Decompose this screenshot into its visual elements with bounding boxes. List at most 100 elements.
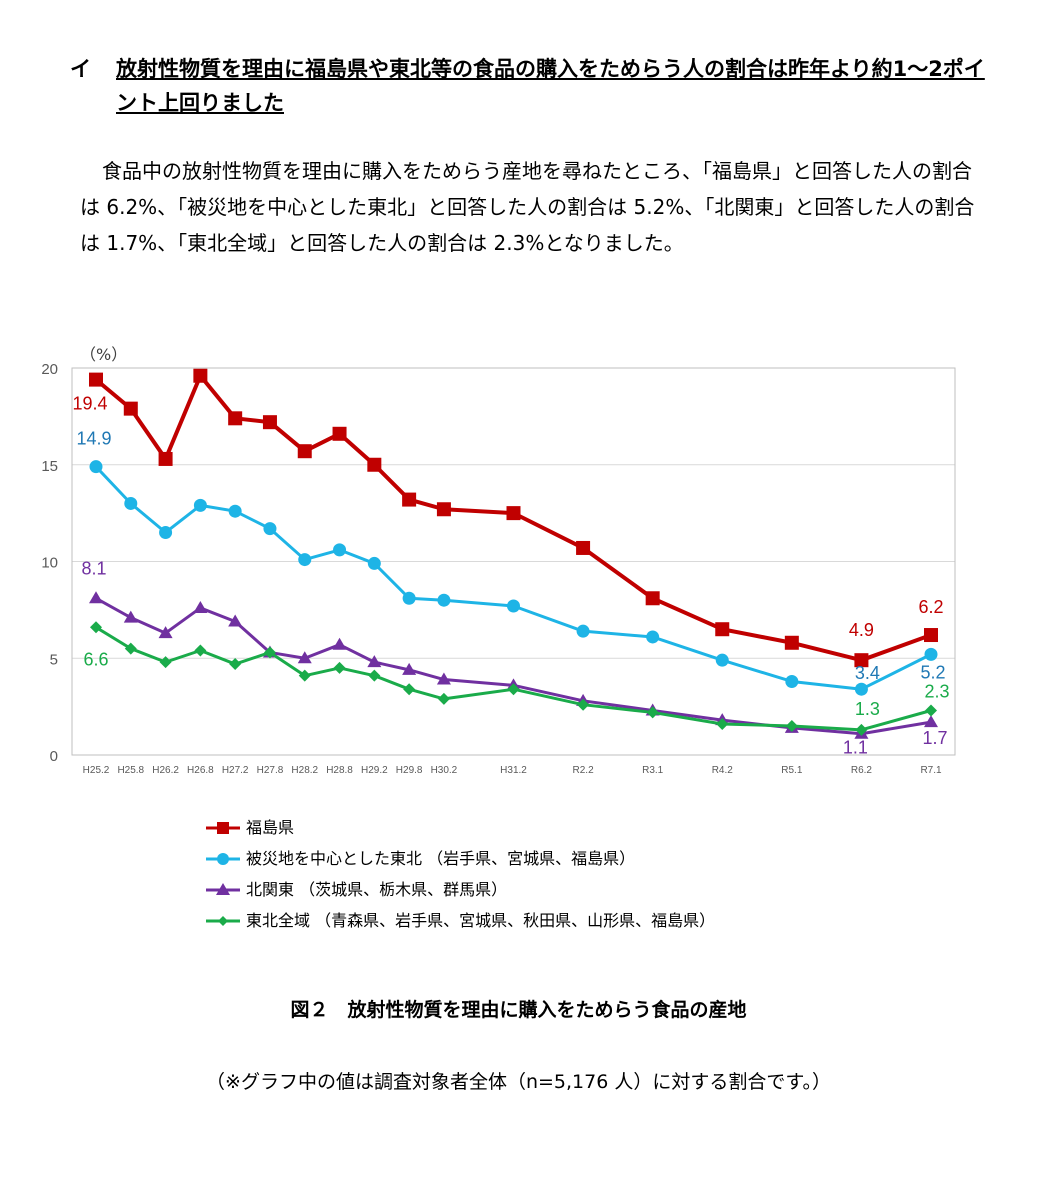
series-1-point [262,415,277,430]
series-4-point [333,661,346,674]
series-3-point [332,637,347,650]
series-1-data-label: 19.4 [72,394,107,414]
x-tick-label: H27.8 [257,765,284,776]
series-line-2 [94,465,932,691]
series-4-data-label: 1.3 [855,699,880,719]
x-tick-label: R2.2 [573,765,595,776]
legend-swatch [206,853,240,865]
legend-swatch [206,822,240,834]
x-tick-label: H28.2 [291,765,318,776]
series-3-point [436,672,451,685]
x-tick-label: H31.2 [500,765,527,776]
y-tick-label: 5 [50,651,58,668]
series-1-point [784,635,799,650]
series-4-point [646,706,659,719]
x-tick-label: H26.8 [187,765,214,776]
figure-caption: 図２ 放射性物質を理由に購入をためらう食品の産地 [290,999,747,1021]
x-tick-label: R6.2 [851,765,873,776]
x-tick-label: R5.1 [781,765,803,776]
series-1-point [228,411,243,426]
series-3-data-label: 1.7 [922,728,947,748]
series-4-point [229,658,242,671]
x-tick-label: H28.8 [326,765,353,776]
series-3-point [228,614,243,627]
series-1-point [715,622,730,637]
series-line-3 [95,596,932,736]
y-tick-label: 20 [41,361,58,378]
x-tick-label: R7.1 [920,765,942,776]
series-2-point [646,630,660,644]
legend-swatch [206,883,240,895]
series-2-point [437,593,451,607]
series-3-point [158,626,173,639]
series-3-point [297,651,312,664]
series-1-point [506,506,521,521]
series-4-data-label: 6.6 [83,649,108,669]
series-2-point [507,599,520,613]
series-4-point [124,642,137,655]
series-2-point [785,674,799,688]
series-1-point [89,372,103,387]
series-4-data-label: 2.3 [924,681,949,701]
series-3-data-label: 8.1 [81,558,106,578]
series-3-point [924,715,938,728]
series-2-point [159,525,173,539]
series-1-point [645,591,660,606]
series-2-data-label: 5.2 [920,662,945,682]
legend-label: 東北全域 （青森県、岩手県、宮城県、秋田県、山形県、福島県） [246,911,716,930]
series-2-point [576,624,590,638]
legend-item-4: 東北全域 （青森県、岩手県、宮城県、秋田県、山形県、福島県） [206,905,906,936]
x-tick-label: H29.8 [396,765,423,776]
x-tick-label: H25.2 [83,765,110,776]
series-2-data-label: 3.4 [855,663,880,683]
series-4-point [785,719,798,732]
series-1-point [193,368,208,383]
series-2-point [89,460,103,474]
x-tick-label: H27.2 [222,765,249,776]
series-4-point [437,692,450,705]
series-1-data-label: 6.2 [918,597,943,617]
x-tick-label: H29.2 [361,765,388,776]
legend-label: 福島県 [246,818,295,837]
series-1-data-label: 4.9 [849,620,874,640]
series-4-point [263,646,276,659]
series-4-point [90,621,102,634]
series-1-point [924,628,938,643]
series-4-point [716,718,729,731]
line-chart-container: 0 5 10 15 20 （%） H25.2 H25.8 H26.2 H26.8 H27.2 H27.… [0,335,1037,795]
series-2-point [715,653,729,667]
series-2-point [228,504,242,518]
series-4-point [159,656,172,669]
series-3-point [193,600,208,613]
x-tick-label: H30.2 [431,765,458,776]
legend-item-3: 北関東 （茨城県、栃木県、群馬県） [206,874,906,905]
series-line-1 [94,373,932,663]
series-2-point [124,496,138,510]
series-1-point [158,451,173,466]
series-1-point [576,540,591,555]
series-2-point [367,556,381,570]
y-tick-label: 0 [50,748,58,765]
legend-item-1: 福島県 [206,812,906,843]
series-1-point [123,401,138,416]
series-2-point [298,553,312,567]
series-2-data-label: 14.9 [76,429,111,449]
y-tick-label: 10 [41,555,58,572]
series-3-data-label: 1.1 [843,738,868,758]
line-chart: 0 5 10 15 20 （%） H25.2 H25.8 H26.2 H26.8 H27.2 H27.… [41,345,956,776]
legend-label: 被災地を中心とした東北 （岩手県、宮城県、福島県） [246,849,636,868]
series-4-point [507,683,520,696]
series-2-point [333,543,347,557]
summary-paragraph: 食品中の放射性物質を理由に購入をためらう産地を尋ねたところ、「福島県」と回答した… [80,159,975,255]
series-2-point [924,647,938,661]
legend-swatch [206,916,240,926]
series-4-point [855,723,868,736]
series-2-point [263,522,277,536]
x-tick-label: R4.2 [712,765,734,776]
legend-label: 北関東 （茨城県、栃木県、群馬県） [246,880,508,899]
series-4-point [368,669,381,682]
series-2-point [193,498,207,512]
y-tick-label: 15 [41,458,58,475]
series-4-point [577,698,590,711]
chart-legend: 福島県被災地を中心とした東北 （岩手県、宮城県、福島県） 北関東 （茨城県、栃木県… [206,812,906,936]
